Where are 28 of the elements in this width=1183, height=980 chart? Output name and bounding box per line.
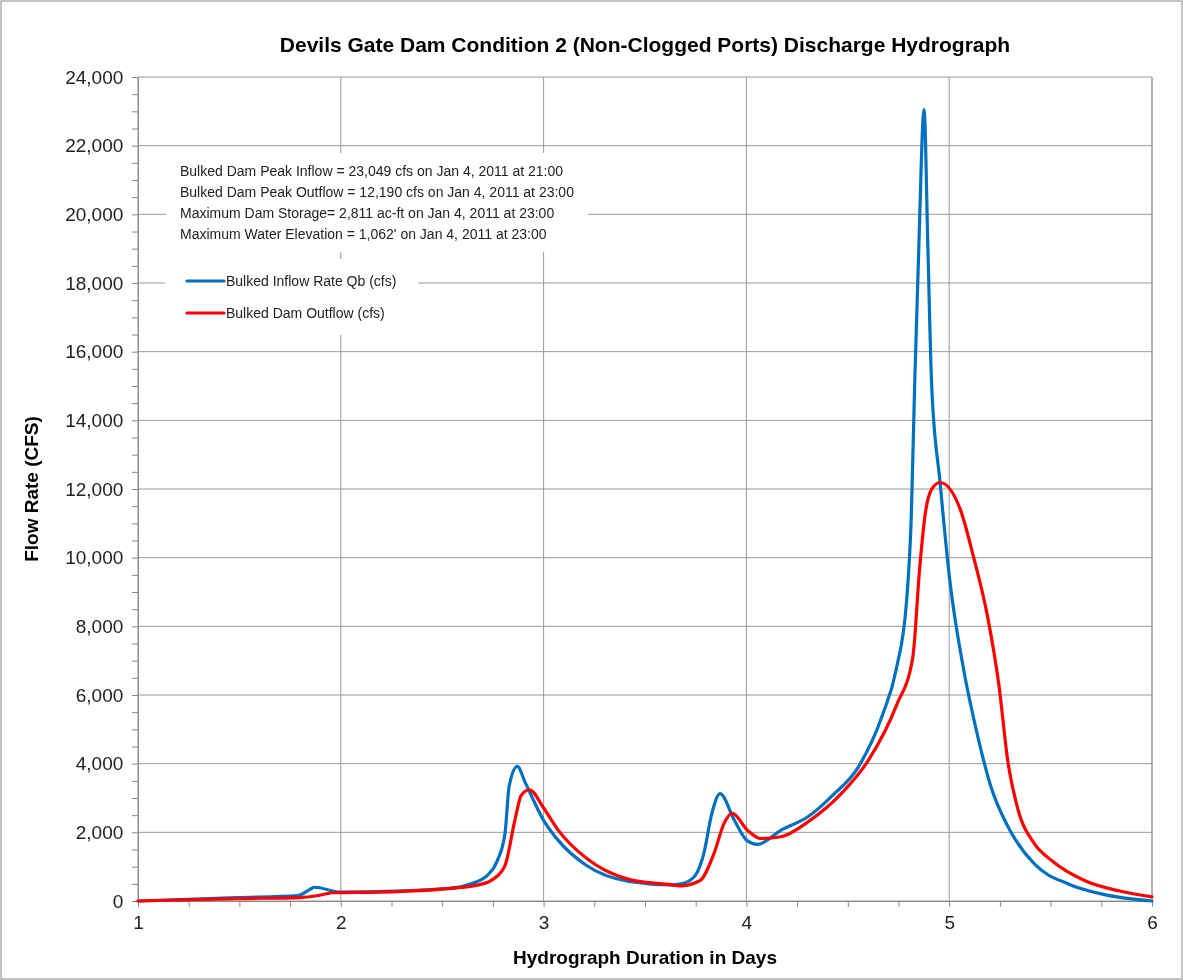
x-tick-label: 4: [741, 912, 753, 933]
x-axis-title: Hydrograph Duration in Days: [513, 947, 777, 968]
x-tick-label: 2: [336, 912, 347, 933]
annotation: Maximum Water Elevation = 1,062' on Jan 4, 2011 at 23:00: [180, 226, 547, 242]
x-tick-label: 1: [133, 912, 144, 933]
y-tick-label: 14,000: [65, 409, 124, 431]
x-tick-label: 6: [1147, 912, 1158, 933]
y-tick-label: 2,000: [75, 821, 124, 843]
y-tick-label: 16,000: [65, 341, 124, 363]
y-tick-label: 12,000: [65, 478, 124, 500]
annotation: Bulked Dam Peak Inflow = 23,049 cfs on Jan 4, 2011 at 21:00: [180, 163, 564, 179]
annotation: Maximum Dam Storage= 2,811 ac-ft on Jan 4, 2011 at 23:00: [180, 205, 555, 221]
y-tick-label: 10,000: [65, 547, 124, 569]
y-tick-label: 24,000: [65, 66, 124, 88]
chart-title: Devils Gate Dam Condition 2 (Non-Clogged Ports) Discharge Hydrograph: [279, 33, 1011, 56]
legend-label: Bulked Dam Outflow (cfs): [226, 305, 385, 321]
x-tick-label: 3: [538, 912, 550, 933]
y-tick-label: 0: [112, 890, 124, 912]
x-tick-label: 5: [944, 912, 955, 933]
y-tick-label: 20,000: [65, 203, 124, 225]
y-tick-label: 18,000: [65, 272, 124, 294]
legend-label: Bulked Inflow Rate Qb (cfs): [226, 273, 397, 289]
y-tick-label: 4,000: [75, 753, 124, 775]
annotation: Bulked Dam Peak Outflow = 12,190 cfs on Jan 4, 2011 at 23:00: [180, 184, 575, 200]
y-tick-label: 22,000: [65, 135, 124, 157]
y-axis-title: Flow Rate (CFS): [21, 416, 42, 562]
y-tick-label: 6,000: [75, 684, 124, 706]
y-tick-label: 8,000: [75, 615, 124, 637]
